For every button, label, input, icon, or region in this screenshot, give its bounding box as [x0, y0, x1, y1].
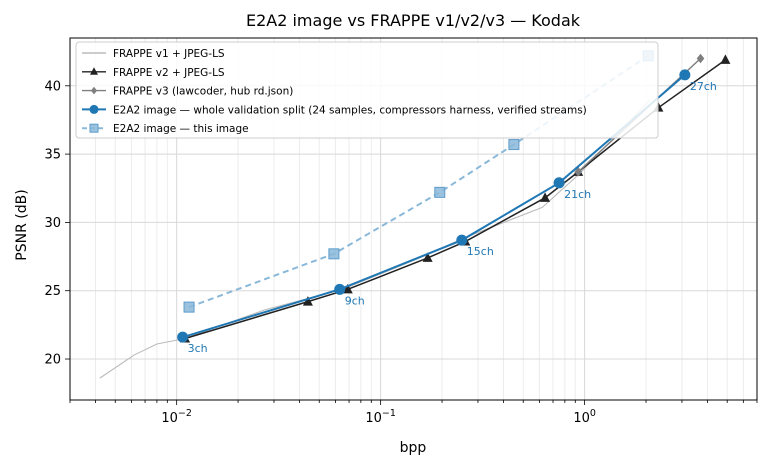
legend-marker: [90, 86, 98, 95]
legend-item: FRAPPE v2 + JPEG-LS: [82, 67, 225, 79]
y-tick-label: 40: [44, 79, 61, 94]
legend-label: E2A2 image — this image: [113, 123, 249, 135]
point-annotation: 3ch: [188, 342, 208, 355]
series-line: [188, 54, 649, 309]
point-annotation: 21ch: [564, 188, 591, 201]
data-point: [342, 283, 353, 294]
data-point: [553, 177, 565, 189]
data-point: [540, 192, 551, 202]
point-annotation: 27ch: [690, 80, 717, 93]
legend-marker: [89, 123, 99, 133]
series-4: [177, 69, 691, 343]
legend-marker: [90, 67, 98, 75]
y-tick-label: 20: [44, 353, 61, 368]
legend-item: FRAPPE v1 + JPEG-LS: [82, 48, 225, 60]
x-tick-label: 10−2: [161, 408, 192, 426]
point-annotation: 15ch: [467, 245, 494, 258]
x-axis-label: bpp: [400, 440, 427, 456]
data-point: [696, 53, 705, 64]
legend-label: FRAPPE v2 + JPEG-LS: [113, 67, 225, 79]
data-point: [328, 248, 340, 260]
data-point: [508, 139, 520, 151]
axis-ticks: 10−2 10−1 100 20 25 30 35 40: [44, 79, 758, 426]
y-axis-label: PSNR (dB): [14, 189, 30, 260]
legend-item: E2A2 image — whole validation split (24 …: [82, 104, 587, 116]
data-point: [574, 167, 583, 177]
data-point: [183, 301, 195, 313]
y-tick-label: 35: [44, 148, 61, 163]
annotation-layer: 3ch 9ch 15ch 21ch 27ch: [188, 80, 717, 355]
legend-label: FRAPPE v1 + JPEG-LS: [113, 48, 225, 60]
data-point: [177, 331, 189, 343]
chart-title: E2A2 image vs FRAPPE v1/v2/v3 — Kodak: [246, 11, 581, 30]
legend-item: FRAPPE v3 (lawcoder, hub rd.json): [82, 86, 293, 98]
legend-label: FRAPPE v3 (lawcoder, hub rd.json): [113, 86, 293, 98]
data-point: [334, 283, 346, 295]
legend: FRAPPE v1 + JPEG-LS FRAPPE v2 + JPEG-LS FR…: [75, 41, 659, 139]
x-tick-label: 100: [573, 408, 596, 426]
data-point: [434, 186, 446, 198]
legend-marker: [89, 104, 99, 114]
y-tick-label: 25: [44, 284, 61, 299]
plot-frame: [69, 37, 758, 401]
legend-box: [75, 41, 659, 139]
point-annotation: 9ch: [345, 294, 365, 307]
legend-item: E2A2 image — this image: [82, 123, 249, 135]
data-point: [302, 296, 313, 306]
x-tick-label: 10−1: [365, 408, 396, 426]
legend-label: E2A2 image — whole validation split (24 …: [113, 104, 587, 116]
data-point: [679, 69, 691, 81]
data-point: [422, 252, 433, 262]
data-point: [456, 234, 468, 246]
y-tick-label: 30: [44, 216, 61, 231]
data-point: [720, 54, 731, 64]
